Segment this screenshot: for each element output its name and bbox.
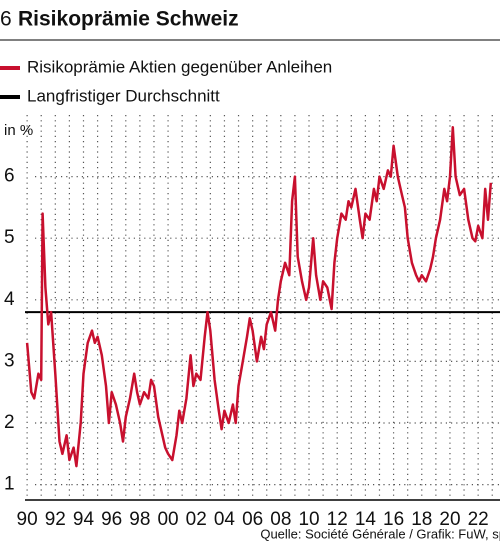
x-tick-label: 00 bbox=[157, 509, 178, 530]
chart-title: Risikoprämie Schweiz bbox=[18, 8, 239, 31]
x-tick-label: 98 bbox=[129, 509, 150, 530]
x-tick-label: 08 bbox=[270, 509, 291, 530]
x-tick-label: 16 bbox=[383, 509, 404, 530]
y-tick-label: 6 bbox=[4, 166, 15, 187]
x-tick-label: 92 bbox=[45, 509, 66, 530]
y-tick-label: 5 bbox=[4, 227, 15, 248]
x-tick-label: 22 bbox=[468, 509, 489, 530]
x-tick-label: 96 bbox=[101, 509, 122, 530]
x-tick-label: 12 bbox=[327, 509, 348, 530]
legend-label: Langfristiger Durchschnitt bbox=[27, 86, 220, 105]
x-tick-label: 04 bbox=[214, 509, 236, 530]
x-tick-label: 20 bbox=[439, 509, 460, 530]
x-tick-label: 94 bbox=[73, 509, 95, 530]
x-tick-label: 06 bbox=[242, 509, 263, 530]
chart-number: 6 bbox=[0, 8, 12, 31]
y-tick-label: 4 bbox=[4, 289, 15, 310]
legend-label: Risikoprämie Aktien gegenüber Anleihen bbox=[27, 57, 332, 76]
x-tick-label: 14 bbox=[355, 509, 377, 530]
y-tick-label: 2 bbox=[4, 412, 15, 433]
x-tick-label: 90 bbox=[17, 509, 38, 530]
y-tick-label: 1 bbox=[4, 474, 15, 495]
x-tick-label: 18 bbox=[411, 509, 432, 530]
source: Quelle: Société Générale / Grafik: FuW, … bbox=[260, 526, 500, 541]
y-tick-label: 3 bbox=[4, 350, 15, 371]
data-line bbox=[25, 126, 493, 468]
x-tick-label: 02 bbox=[186, 509, 207, 530]
y-axis-label: in % bbox=[4, 122, 33, 139]
x-tick-label: 10 bbox=[298, 509, 319, 530]
